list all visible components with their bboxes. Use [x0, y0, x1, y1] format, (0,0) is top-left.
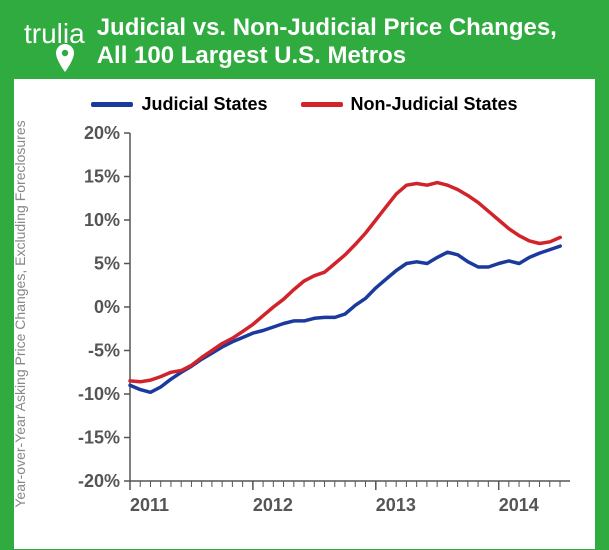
line-chart: -20% -15% -10% -5% 0% 5% 10% 15% 20% 2011 2012 2013…	[70, 123, 580, 523]
map-pin-icon	[56, 44, 74, 72]
svg-text:2013: 2013	[376, 495, 416, 515]
svg-text:2012: 2012	[253, 495, 293, 515]
legend: Judicial States Non-Judicial States	[14, 91, 595, 115]
legend-swatch-judicial	[91, 102, 133, 107]
brand-logo: trulia	[24, 14, 85, 50]
svg-text:0%: 0%	[94, 297, 120, 317]
svg-text:-20%: -20%	[78, 471, 120, 491]
svg-text:20%: 20%	[84, 123, 120, 143]
svg-text:5%: 5%	[94, 254, 120, 274]
svg-text:-10%: -10%	[78, 384, 120, 404]
svg-text:2014: 2014	[499, 495, 539, 515]
svg-text:-5%: -5%	[88, 341, 120, 361]
chart-card: trulia Judicial vs. Non-Judicial Price C…	[0, 0, 609, 550]
svg-text:-15%: -15%	[78, 428, 120, 448]
brand-name: trulia	[24, 18, 85, 50]
header: trulia Judicial vs. Non-Judicial Price C…	[14, 14, 595, 79]
chart-panel: Judicial States Non-Judicial States Year…	[14, 79, 595, 549]
legend-label-judicial: Judicial States	[141, 94, 267, 115]
svg-text:2011: 2011	[130, 495, 169, 515]
svg-text:10%: 10%	[84, 210, 120, 230]
chart-title: Judicial vs. Non-Judicial Price Changes,…	[97, 14, 557, 69]
title-line-2: All 100 Largest U.S. Metros	[97, 42, 406, 69]
legend-item-judicial: Judicial States	[91, 94, 267, 115]
title-line-1: Judicial vs. Non-Judicial Price Changes,	[97, 14, 557, 41]
y-axis-label: Year-over-Year Asking Price Changes, Exc…	[12, 121, 28, 508]
legend-swatch-nonjudicial	[301, 102, 343, 107]
legend-item-nonjudicial: Non-Judicial States	[301, 94, 518, 115]
legend-label-nonjudicial: Non-Judicial States	[351, 94, 518, 115]
svg-text:15%: 15%	[84, 167, 120, 187]
